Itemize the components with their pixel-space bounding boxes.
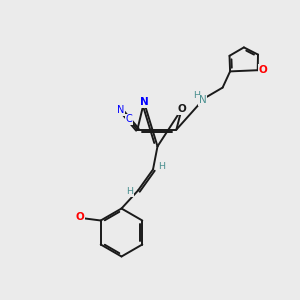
Text: C: C	[125, 114, 132, 124]
Text: O: O	[177, 104, 186, 115]
Text: O: O	[75, 212, 84, 222]
Text: H: H	[193, 91, 200, 100]
Text: N: N	[199, 95, 207, 105]
Text: H: H	[126, 188, 133, 196]
Text: H: H	[158, 162, 165, 171]
Text: N: N	[140, 97, 148, 107]
Text: N: N	[117, 105, 125, 115]
Text: O: O	[259, 64, 268, 75]
